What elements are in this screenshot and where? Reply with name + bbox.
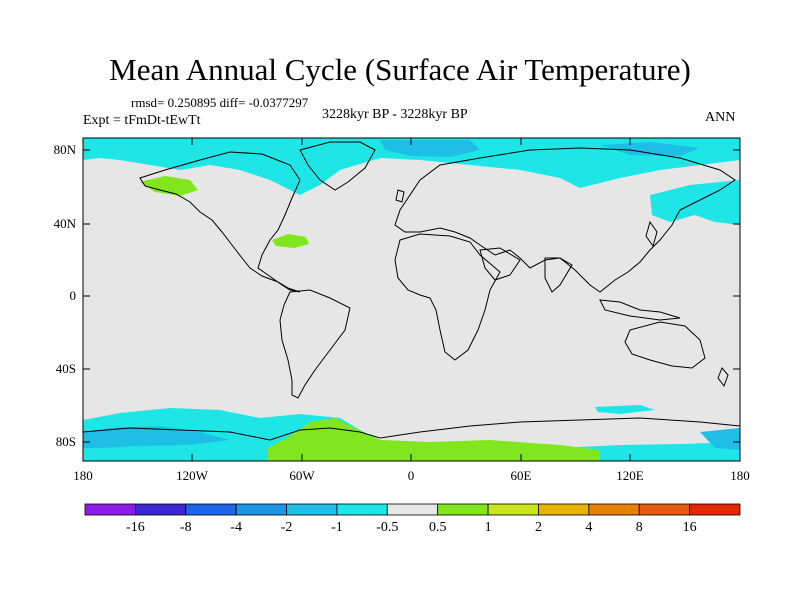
colorbar-label: -0.5 — [376, 520, 399, 535]
south-ocean-negative-anomaly — [595, 405, 655, 414]
lon-label: 180 — [73, 468, 93, 483]
colorbar-box — [386, 503, 439, 516]
lon-label: 60E — [510, 468, 532, 483]
colorbar-label: -8 — [179, 520, 192, 535]
colorbar-label: -1 — [331, 520, 343, 535]
arctic-negative-anomaly — [83, 138, 740, 195]
colorbar-box — [588, 503, 640, 516]
lat-label: 40S — [55, 361, 76, 376]
alaska-positive-anomaly — [140, 176, 198, 196]
lon-label: 180 — [730, 468, 750, 483]
colorbar-box — [689, 503, 741, 516]
colorbar-label: -2 — [280, 520, 293, 535]
colorbar-label: 16 — [682, 520, 697, 535]
colorbar-label: 8 — [635, 520, 643, 535]
lon-label: 120W — [176, 468, 208, 483]
colorbar-box — [235, 503, 287, 516]
page-title: Mean Annual Cycle (Surface Air Temperatu… — [109, 52, 691, 87]
arctic-strong-anomaly — [380, 140, 480, 157]
arctic-strong-anomaly-2 — [600, 142, 700, 156]
colorbar-box — [185, 503, 237, 516]
antarctic-strong-anomaly — [83, 426, 230, 448]
antarctic-positive-anomaly — [268, 418, 600, 461]
colorbar-box — [134, 503, 187, 516]
antarctic-strong-anomaly-2 — [700, 428, 740, 450]
anomaly-fields — [83, 138, 740, 461]
colorbar-label: -16 — [126, 520, 145, 535]
axis-ticks — [83, 138, 740, 461]
colorbar-label: 1 — [484, 520, 492, 535]
colorbar-box — [538, 503, 590, 516]
colorbar-label: -4 — [230, 520, 242, 535]
lon-label: 60W — [289, 468, 315, 483]
season-label: ANN — [705, 110, 736, 125]
atlantic-positive-anomaly — [272, 234, 309, 248]
colorbar-box — [336, 503, 388, 516]
subtitle: 3228kyr BP - 3228kyr BP — [322, 107, 468, 122]
colorbar-box — [84, 503, 136, 516]
coastlines — [82, 141, 741, 441]
lon-label: 0 — [407, 468, 415, 483]
lat-label: 80N — [53, 142, 76, 157]
lat-label: 40N — [53, 216, 76, 231]
stats-line: rmsd= 0.250895 diff= -0.0377297 — [131, 95, 309, 110]
colorbar-label: 0.5 — [428, 520, 447, 535]
colorbar-box — [487, 503, 539, 516]
colorbar-label: 4 — [585, 520, 593, 535]
lat-label: 0 — [69, 288, 77, 303]
colorbar — [84, 503, 741, 516]
colorbar-box — [286, 503, 338, 516]
experiment-label: Expt = tFmDt-tEwTt — [83, 113, 201, 128]
colorbar-box — [437, 503, 489, 516]
colorbar-label: 2 — [534, 520, 542, 535]
lat-label: 80S — [55, 434, 76, 449]
lon-label: 120E — [616, 468, 644, 483]
colorbar-box — [638, 503, 691, 516]
